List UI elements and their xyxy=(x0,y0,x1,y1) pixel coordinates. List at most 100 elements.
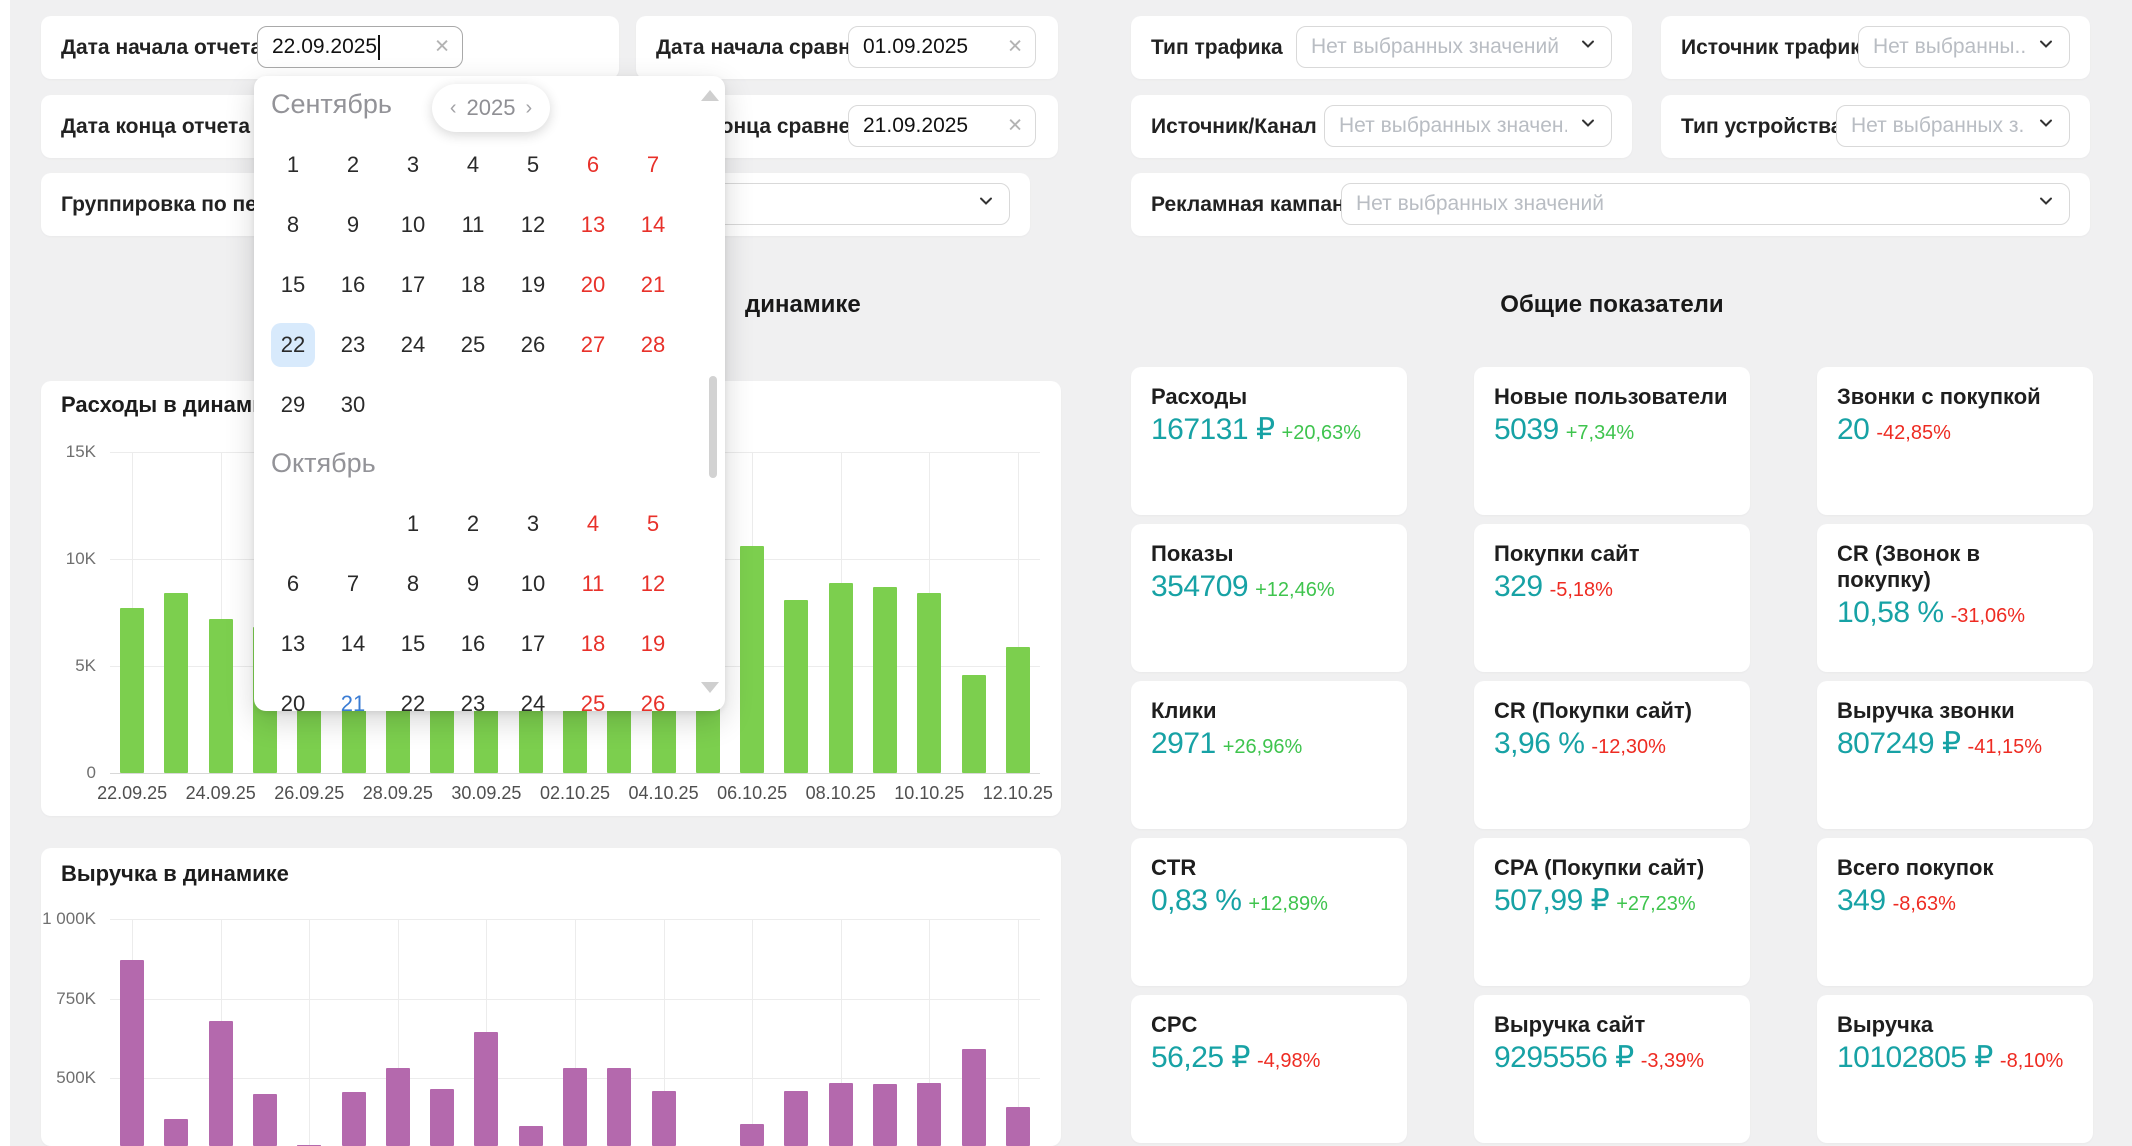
calendar-day[interactable]: 26 xyxy=(520,332,546,357)
calendar-day[interactable]: 2 xyxy=(466,511,480,536)
calendar-day[interactable]: 30 xyxy=(340,392,366,417)
scroll-down-icon[interactable] xyxy=(701,682,719,693)
metric-delta: -41,15% xyxy=(1967,736,2043,758)
calendar-day[interactable]: 10 xyxy=(520,571,546,596)
calendar-day[interactable]: 27 xyxy=(580,332,606,357)
calendar-day[interactable]: 6 xyxy=(586,152,600,177)
select-placeholder: Нет выбранных значен... xyxy=(1339,114,1567,137)
traffic-source-select[interactable]: Нет выбранны... xyxy=(1858,26,2070,68)
calendar-day[interactable]: 17 xyxy=(400,272,426,297)
calendar-day[interactable]: 4 xyxy=(586,511,600,536)
metric-value: 20 xyxy=(1837,413,1870,446)
calendar-day[interactable]: 7 xyxy=(346,571,360,596)
calendar-day[interactable]: 9 xyxy=(346,212,360,237)
scrollbar-thumb[interactable] xyxy=(709,376,717,478)
metric-card: CTR 0,83 % +12,89% xyxy=(1131,838,1407,986)
traffic-type-select[interactable]: Нет выбранных значений xyxy=(1296,26,1612,68)
calendar-day[interactable]: 5 xyxy=(646,511,660,536)
calendar-day[interactable]: 20 xyxy=(580,272,606,297)
filter-label: Источник/Канал xyxy=(1151,114,1317,138)
calendar-day[interactable]: 18 xyxy=(580,631,606,656)
metric-delta: -4,98% xyxy=(1257,1050,1321,1072)
metric-delta: +7,34% xyxy=(1565,422,1635,444)
calendar-day[interactable]: 11 xyxy=(461,212,485,237)
calendar-day[interactable]: 8 xyxy=(286,212,300,237)
calendar-day[interactable]: 1 xyxy=(406,511,420,536)
clear-icon[interactable]: ✕ xyxy=(434,36,450,58)
calendar-day[interactable]: 28 xyxy=(640,332,666,357)
clear-icon[interactable]: ✕ xyxy=(1007,115,1023,137)
next-year-icon[interactable]: › xyxy=(525,97,533,119)
metric-value: 0,83 % xyxy=(1151,884,1242,917)
revenue-chart-card xyxy=(41,848,1061,1146)
calendar-day[interactable]: 12 xyxy=(640,571,666,596)
calendar-day[interactable]: 16 xyxy=(340,272,366,297)
calendar-day[interactable]: 13 xyxy=(580,212,606,237)
source-channel-select[interactable]: Нет выбранных значен... xyxy=(1324,105,1612,147)
calendar-day[interactable]: 25 xyxy=(460,332,486,357)
calendar-day[interactable]: 8 xyxy=(406,571,420,596)
calendar-day[interactable]: 17 xyxy=(520,631,546,656)
calendar-day[interactable]: 5 xyxy=(526,152,540,177)
prev-year-icon[interactable]: ‹ xyxy=(449,97,457,119)
calendar-day[interactable]: 19 xyxy=(640,631,666,656)
calendar-day[interactable]: 9 xyxy=(466,571,480,596)
calendar-day[interactable]: 18 xyxy=(460,272,486,297)
calendar-empty-cell xyxy=(271,502,315,546)
calendar-day[interactable]: 23 xyxy=(460,691,486,711)
date-value: 22.09.2025 xyxy=(272,35,378,58)
metric-value: 10,58 % xyxy=(1837,596,1944,629)
filter-compare-start-date: Дата начала сравне... 01.09.2025 ✕ xyxy=(636,16,1058,79)
calendar-day[interactable]: 3 xyxy=(526,511,540,536)
calendar-day[interactable]: 26 xyxy=(640,691,666,711)
metric-card: Новые пользователи 5039 +7,34% xyxy=(1474,367,1750,515)
date-value: 01.09.2025 xyxy=(863,35,969,58)
device-type-select[interactable]: Нет выбранных з... xyxy=(1836,105,2070,147)
metric-delta: +12,46% xyxy=(1255,579,1335,601)
calendar-day[interactable]: 14 xyxy=(640,212,666,237)
calendar-day[interactable]: 24 xyxy=(400,332,426,357)
report-start-date-input[interactable]: 22.09.2025 ✕ xyxy=(257,26,463,68)
metric-delta: -8,63% xyxy=(1892,893,1956,915)
calendar-months: Сентябрь 1 2 3 4 5 6 7 8 9 10 11 12 13 14 15 16 17 18 19 20 2… xyxy=(271,88,725,711)
calendar-day[interactable]: 7 xyxy=(646,152,660,177)
calendar-day[interactable]: 6 xyxy=(286,571,300,596)
calendar-day[interactable]: 22 xyxy=(400,691,426,711)
metric-label: Расходы xyxy=(1151,384,1248,409)
calendar-day[interactable]: 14 xyxy=(340,631,366,656)
compare-start-date-input[interactable]: 01.09.2025 ✕ xyxy=(848,26,1036,68)
calendar-day[interactable]: 1 xyxy=(286,152,300,177)
filter-label: Тип устройства xyxy=(1681,114,1843,138)
calendar-day[interactable]: 21 xyxy=(340,691,366,711)
calendar-day[interactable]: 12 xyxy=(520,212,546,237)
metric-delta: +12,89% xyxy=(1248,893,1328,915)
calendar-day[interactable]: 19 xyxy=(520,272,546,297)
calendar-day[interactable]: 15 xyxy=(400,631,426,656)
calendar-day[interactable]: 20 xyxy=(280,691,306,711)
calendar-day[interactable]: 13 xyxy=(280,631,306,656)
calendar-day[interactable]: 2 xyxy=(346,152,360,177)
calendar-day[interactable]: 24 xyxy=(520,691,546,711)
metric-delta: -12,30% xyxy=(1591,736,1666,758)
revenue-chart-title: Выручка в динамике xyxy=(61,861,289,886)
calendar-day[interactable]: 16 xyxy=(460,631,486,656)
calendar-day[interactable]: 4 xyxy=(466,152,480,177)
filter-report-start-date: Дата начала отчета 22.09.2025 ✕ xyxy=(41,16,619,79)
calendar-day[interactable]: 25 xyxy=(580,691,606,711)
metric-value: 2971 xyxy=(1151,727,1216,760)
calendar-day[interactable]: 29 xyxy=(280,392,306,417)
chevron-down-icon xyxy=(2037,114,2055,138)
calendar-day[interactable]: 22 xyxy=(271,323,315,367)
calendar-day[interactable]: 21 xyxy=(640,272,666,297)
filter-traffic-source: Источник трафика Нет выбранны... xyxy=(1661,16,2090,79)
calendar-day[interactable]: 11 xyxy=(581,571,605,596)
calendar-day[interactable]: 15 xyxy=(280,272,306,297)
calendar-day[interactable]: 23 xyxy=(340,332,366,357)
scroll-up-icon[interactable] xyxy=(701,90,719,101)
compare-end-date-input[interactable]: 21.09.2025 ✕ xyxy=(848,105,1036,147)
ad-campaign-select[interactable]: Нет выбранных значений xyxy=(1341,183,2070,225)
calendar-day[interactable]: 10 xyxy=(400,212,426,237)
clear-icon[interactable]: ✕ xyxy=(1007,36,1023,58)
metric-card: Всего покупок 349 -8,63% xyxy=(1817,838,2093,986)
calendar-day[interactable]: 3 xyxy=(406,152,420,177)
